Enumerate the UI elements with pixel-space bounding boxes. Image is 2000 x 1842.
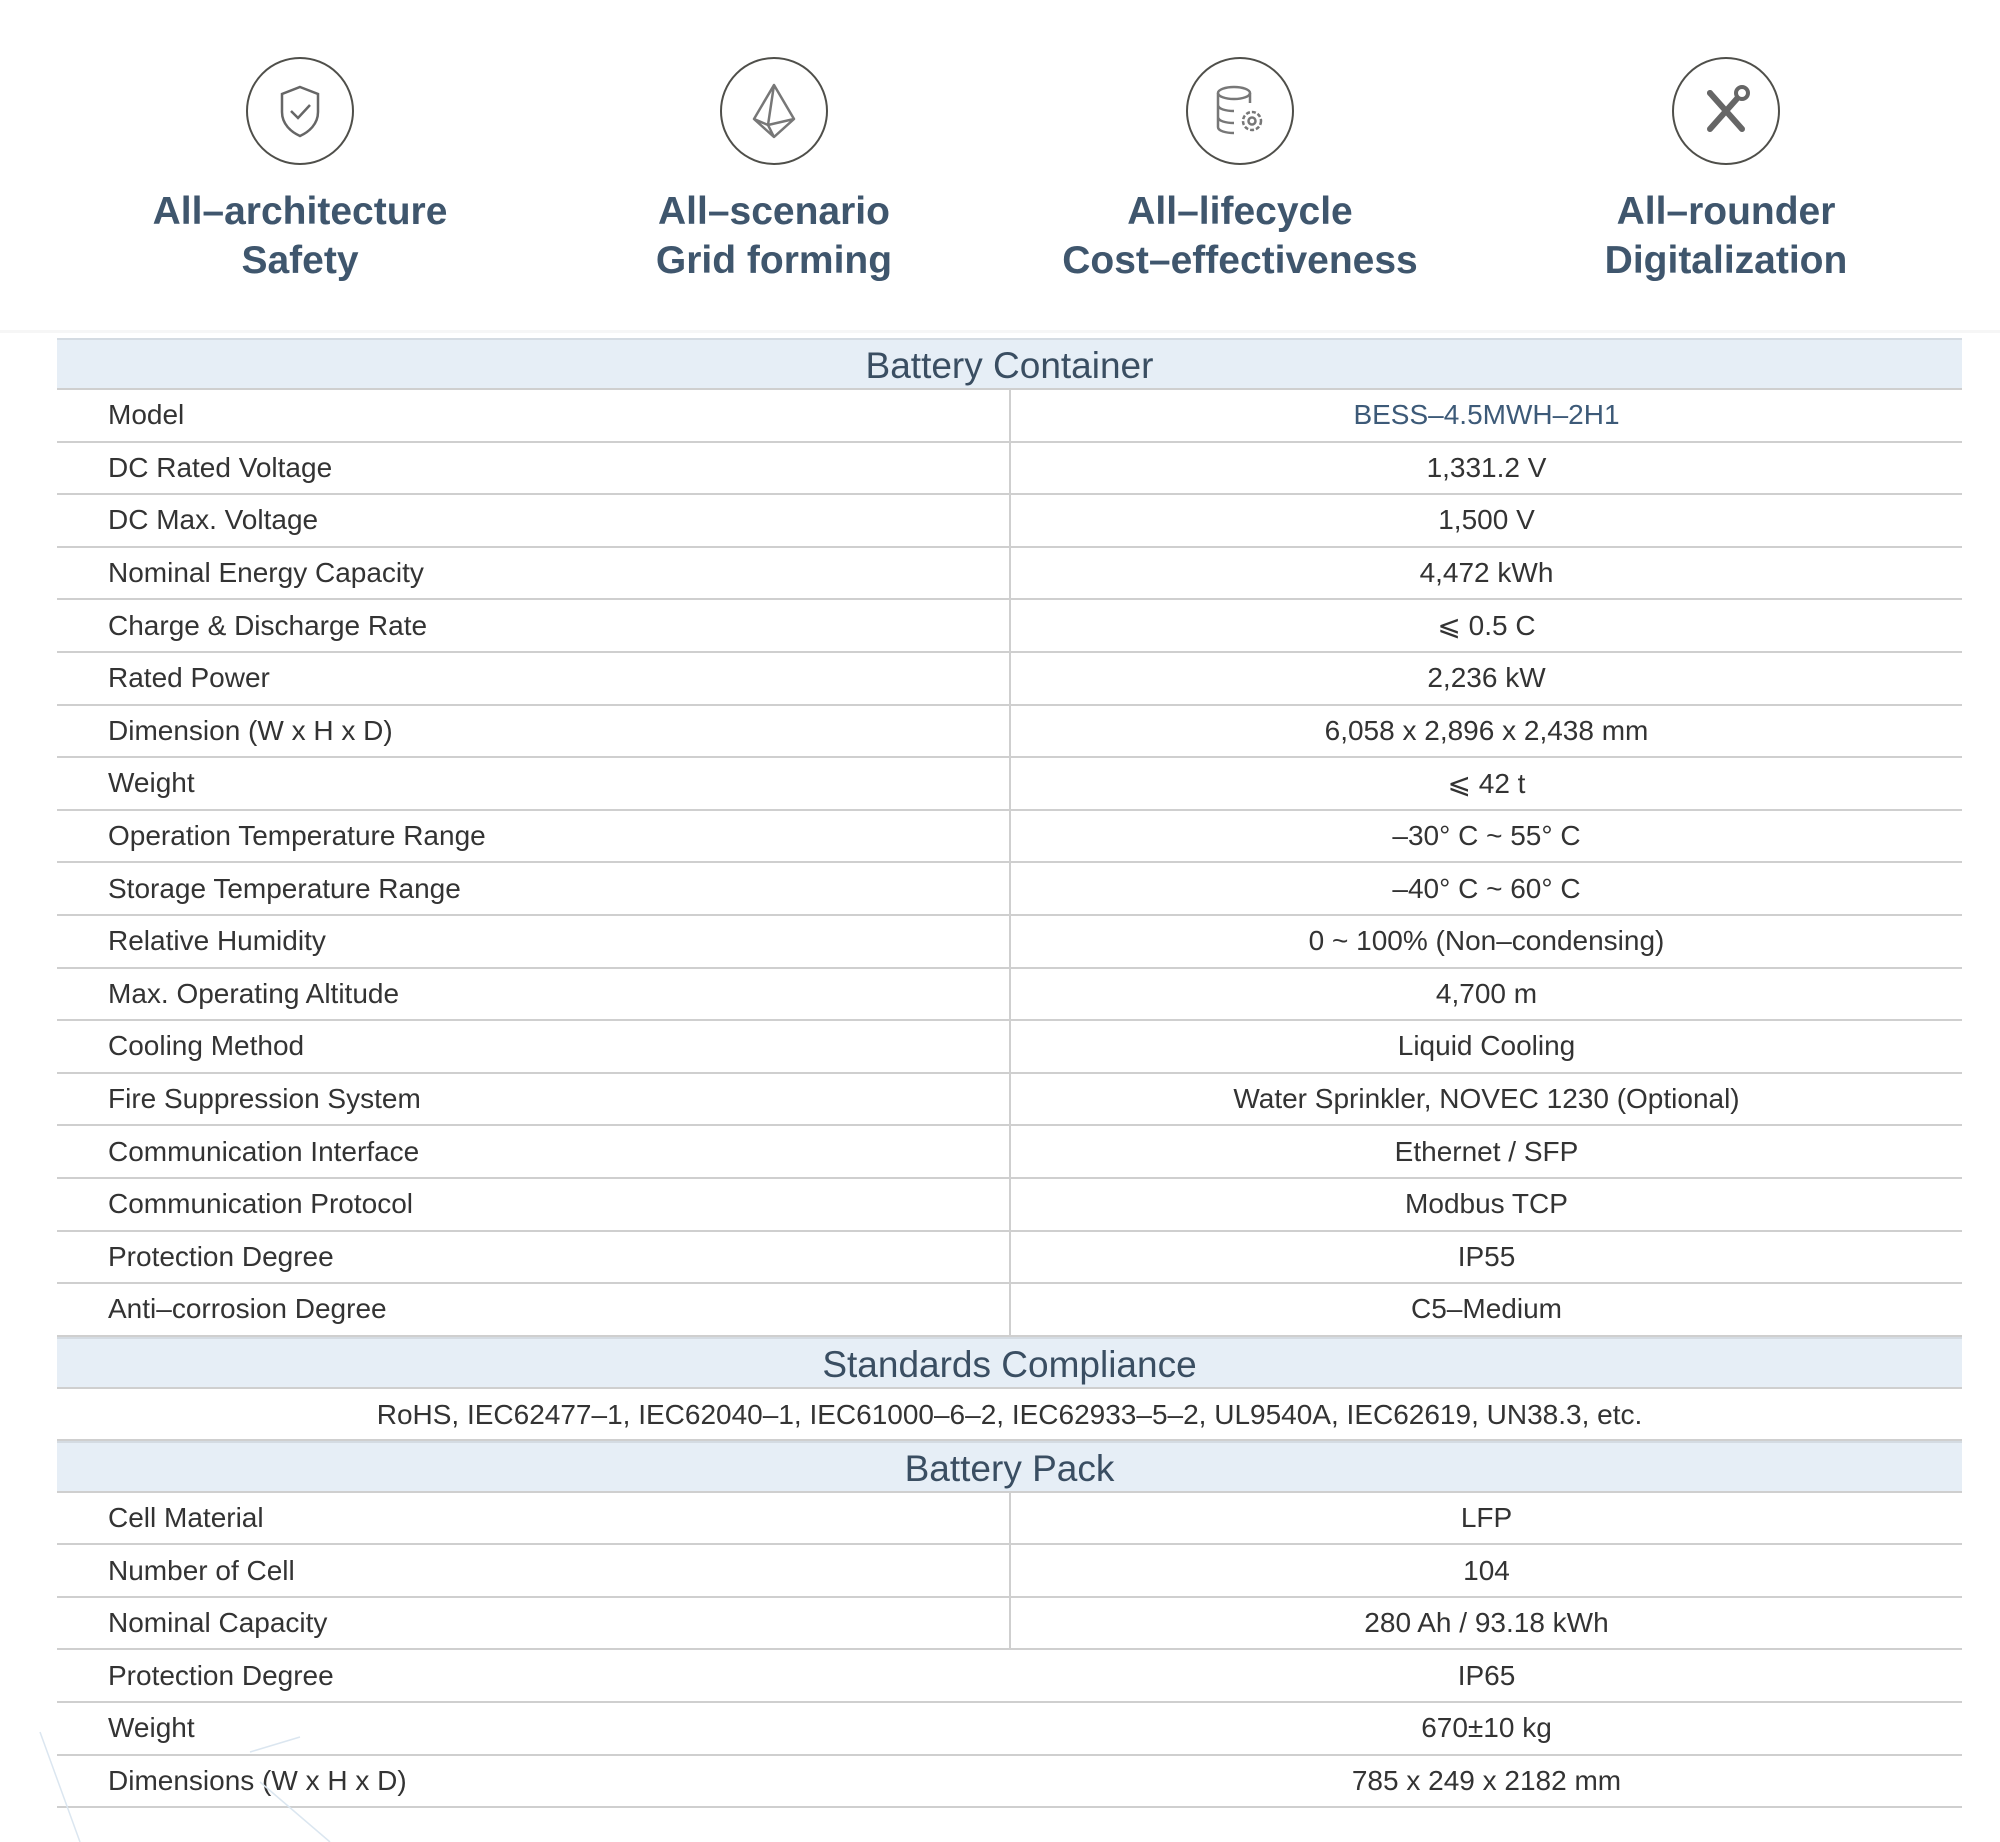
spec-label: Communication Protocol [57,1178,1011,1230]
table-row: Weight 670±10 kg [57,1703,1962,1756]
spec-value: 4,700 m [1435,977,1538,1009]
table-row: Protection Degree IP65 [57,1650,1962,1704]
feature-title-line2: Digitalization [1604,239,1848,282]
spec-label: Nominal Capacity [57,1597,1011,1649]
spec-value: 280 Ah / 93.18 kWh [1364,1607,1609,1639]
section-header-battery-pack: Battery Pack [57,1440,1962,1493]
table-row: Storage Temperature Range –40° C ~ 60° C [57,863,1962,916]
spec-label: Dimensions (W x H x D) [108,1764,407,1796]
table-row: DC Max. Voltage 1,500 V [57,495,1962,548]
feature-grid-forming: All–scenario Grid forming [534,57,1014,285]
database-gear-icon [1186,57,1294,165]
standards-text: RoHS, IEC62477–1, IEC62040–1, IEC61000–6… [57,1389,1962,1441]
spec-label: DC Rated Voltage [57,442,1011,494]
spec-value: IP65 [1457,1659,1516,1691]
table-row: Communication Protocol Modbus TCP [57,1178,1962,1232]
pyramid-icon [720,57,828,165]
battery-pack-rows: Cell Material LFP Number of Cell 104 Nominal… [57,1492,1962,1809]
spec-label: Storage Temperature Range [57,863,1011,914]
feature-title-line2: Safety [241,239,359,282]
table-row: Nominal Energy Capacity 4,472 kWh [57,547,1962,601]
section-header-standards: Standards Compliance [57,1336,1962,1389]
table-row: Fire Suppression System Water Sprinkler, … [57,1073,1962,1127]
table-row: Relative Humidity 0 ~ 100% (Non–condensin… [57,915,1962,969]
table-row: Anti–corrosion Degree C5–Medium [57,1284,1962,1337]
feature-title-line2: Grid forming [655,239,893,282]
table-row: Number of Cell 104 [57,1545,1962,1598]
feature-strip: All–architecture Safety All–scenario Grid … [0,0,2000,333]
spec-value: ⩽ 42 t [1447,767,1526,799]
spec-label: Weight [108,1712,195,1744]
spec-value: 1,500 V [1438,504,1535,536]
spec-label: Charge & Discharge Rate [57,600,1011,651]
table-row: Dimension (W x H x D) 6,058 x 2,896 x 2,4… [57,705,1962,759]
tools-icon [1672,57,1780,165]
table-row: Communication Interface Ethernet / SFP [57,1126,1962,1179]
table-row: Cooling Method Liquid Cooling [57,1021,1962,1074]
spec-value: Ethernet / SFP [1394,1135,1579,1167]
spec-label: Operation Temperature Range [57,810,1011,862]
table-row: Operation Temperature Range –30° C ~ 55° … [57,810,1962,864]
table-row: Nominal Capacity 280 Ah / 93.18 kWh [57,1597,1962,1651]
spec-value: LFP [1460,1501,1513,1533]
spec-label: Relative Humidity [57,915,1011,967]
spec-value: 2,236 kW [1427,662,1546,694]
spec-table: Battery Container Model BESS–4.5MWH–2H1 DC… [57,338,1962,1809]
table-row: Max. Operating Altitude 4,700 m [57,968,1962,1022]
table-row: Charge & Discharge Rate ⩽ 0.5 C [57,600,1962,653]
spec-value: 670±10 kg [1421,1712,1552,1744]
table-row: DC Rated Voltage 1,331.2 V [57,442,1962,496]
spec-label: Cell Material [57,1492,1011,1544]
spec-value: ⩽ 0.5 C [1437,610,1536,642]
table-row: Rated Power 2,236 kW [57,652,1962,706]
feature-digitalization: All–rounder Digitalization [1486,57,1966,285]
spec-value: BESS–4.5MWH–2H1 [1353,399,1620,431]
table-row: Protection Degree IP55 [57,1231,1962,1285]
table-row: Dimensions (W x H x D) 785 x 249 x 2182 m… [57,1756,1962,1809]
spec-value: 0 ~ 100% (Non–condensing) [1308,925,1665,957]
spec-label: Model [57,390,1011,441]
table-row: Weight ⩽ 42 t [57,758,1962,811]
spec-value: Liquid Cooling [1397,1030,1576,1062]
feature-cost-effectiveness: All–lifecycle Cost–effectiveness [1000,57,1480,285]
spec-label: Max. Operating Altitude [57,968,1011,1020]
spec-label: Fire Suppression System [57,1073,1011,1125]
feature-title-line1: All–scenario [658,190,890,233]
spec-label: Anti–corrosion Degree [57,1284,1011,1335]
spec-value: IP55 [1457,1240,1516,1272]
spec-label: DC Max. Voltage [57,495,1011,546]
spec-label: Weight [57,758,1011,809]
battery-container-rows: Model BESS–4.5MWH–2H1 DC Rated Voltage 1,33… [57,390,1962,1337]
spec-label: Communication Interface [57,1126,1011,1177]
spec-label: Number of Cell [57,1545,1011,1596]
spec-label: Protection Degree [57,1231,1011,1283]
table-row: Cell Material LFP [57,1492,1962,1546]
spec-label: Dimension (W x H x D) [57,705,1011,757]
feature-title-line2: Cost–effectiveness [1062,239,1418,282]
spec-value: Water Sprinkler, NOVEC 1230 (Optional) [1233,1083,1740,1115]
spec-value: 1,331.2 V [1426,451,1547,483]
spec-value: –30° C ~ 55° C [1392,820,1581,852]
spec-label: Nominal Energy Capacity [57,547,1011,599]
spec-label: Protection Degree [108,1659,334,1691]
feature-title-line1: All–lifecycle [1127,190,1353,233]
spec-value: –40° C ~ 60° C [1392,872,1581,904]
spec-value: 6,058 x 2,896 x 2,438 mm [1324,714,1649,746]
feature-title-line1: All–rounder [1616,190,1836,233]
feature-safety: All–architecture Safety [60,57,540,285]
shield-check-icon [246,57,354,165]
spec-value: 785 x 249 x 2182 mm [1351,1764,1622,1796]
spec-value: Modbus TCP [1405,1188,1568,1220]
spec-label: Cooling Method [57,1021,1011,1072]
spec-label: Rated Power [57,652,1011,704]
spec-value: 4,472 kWh [1419,557,1554,589]
section-header-battery-container: Battery Container [57,338,1962,390]
feature-title-line1: All–architecture [152,190,448,233]
decorative-lines [39,1731,331,1842]
spec-value: 104 [1463,1554,1510,1586]
spec-value: C5–Medium [1411,1293,1562,1325]
table-row: Model BESS–4.5MWH–2H1 [57,390,1962,443]
